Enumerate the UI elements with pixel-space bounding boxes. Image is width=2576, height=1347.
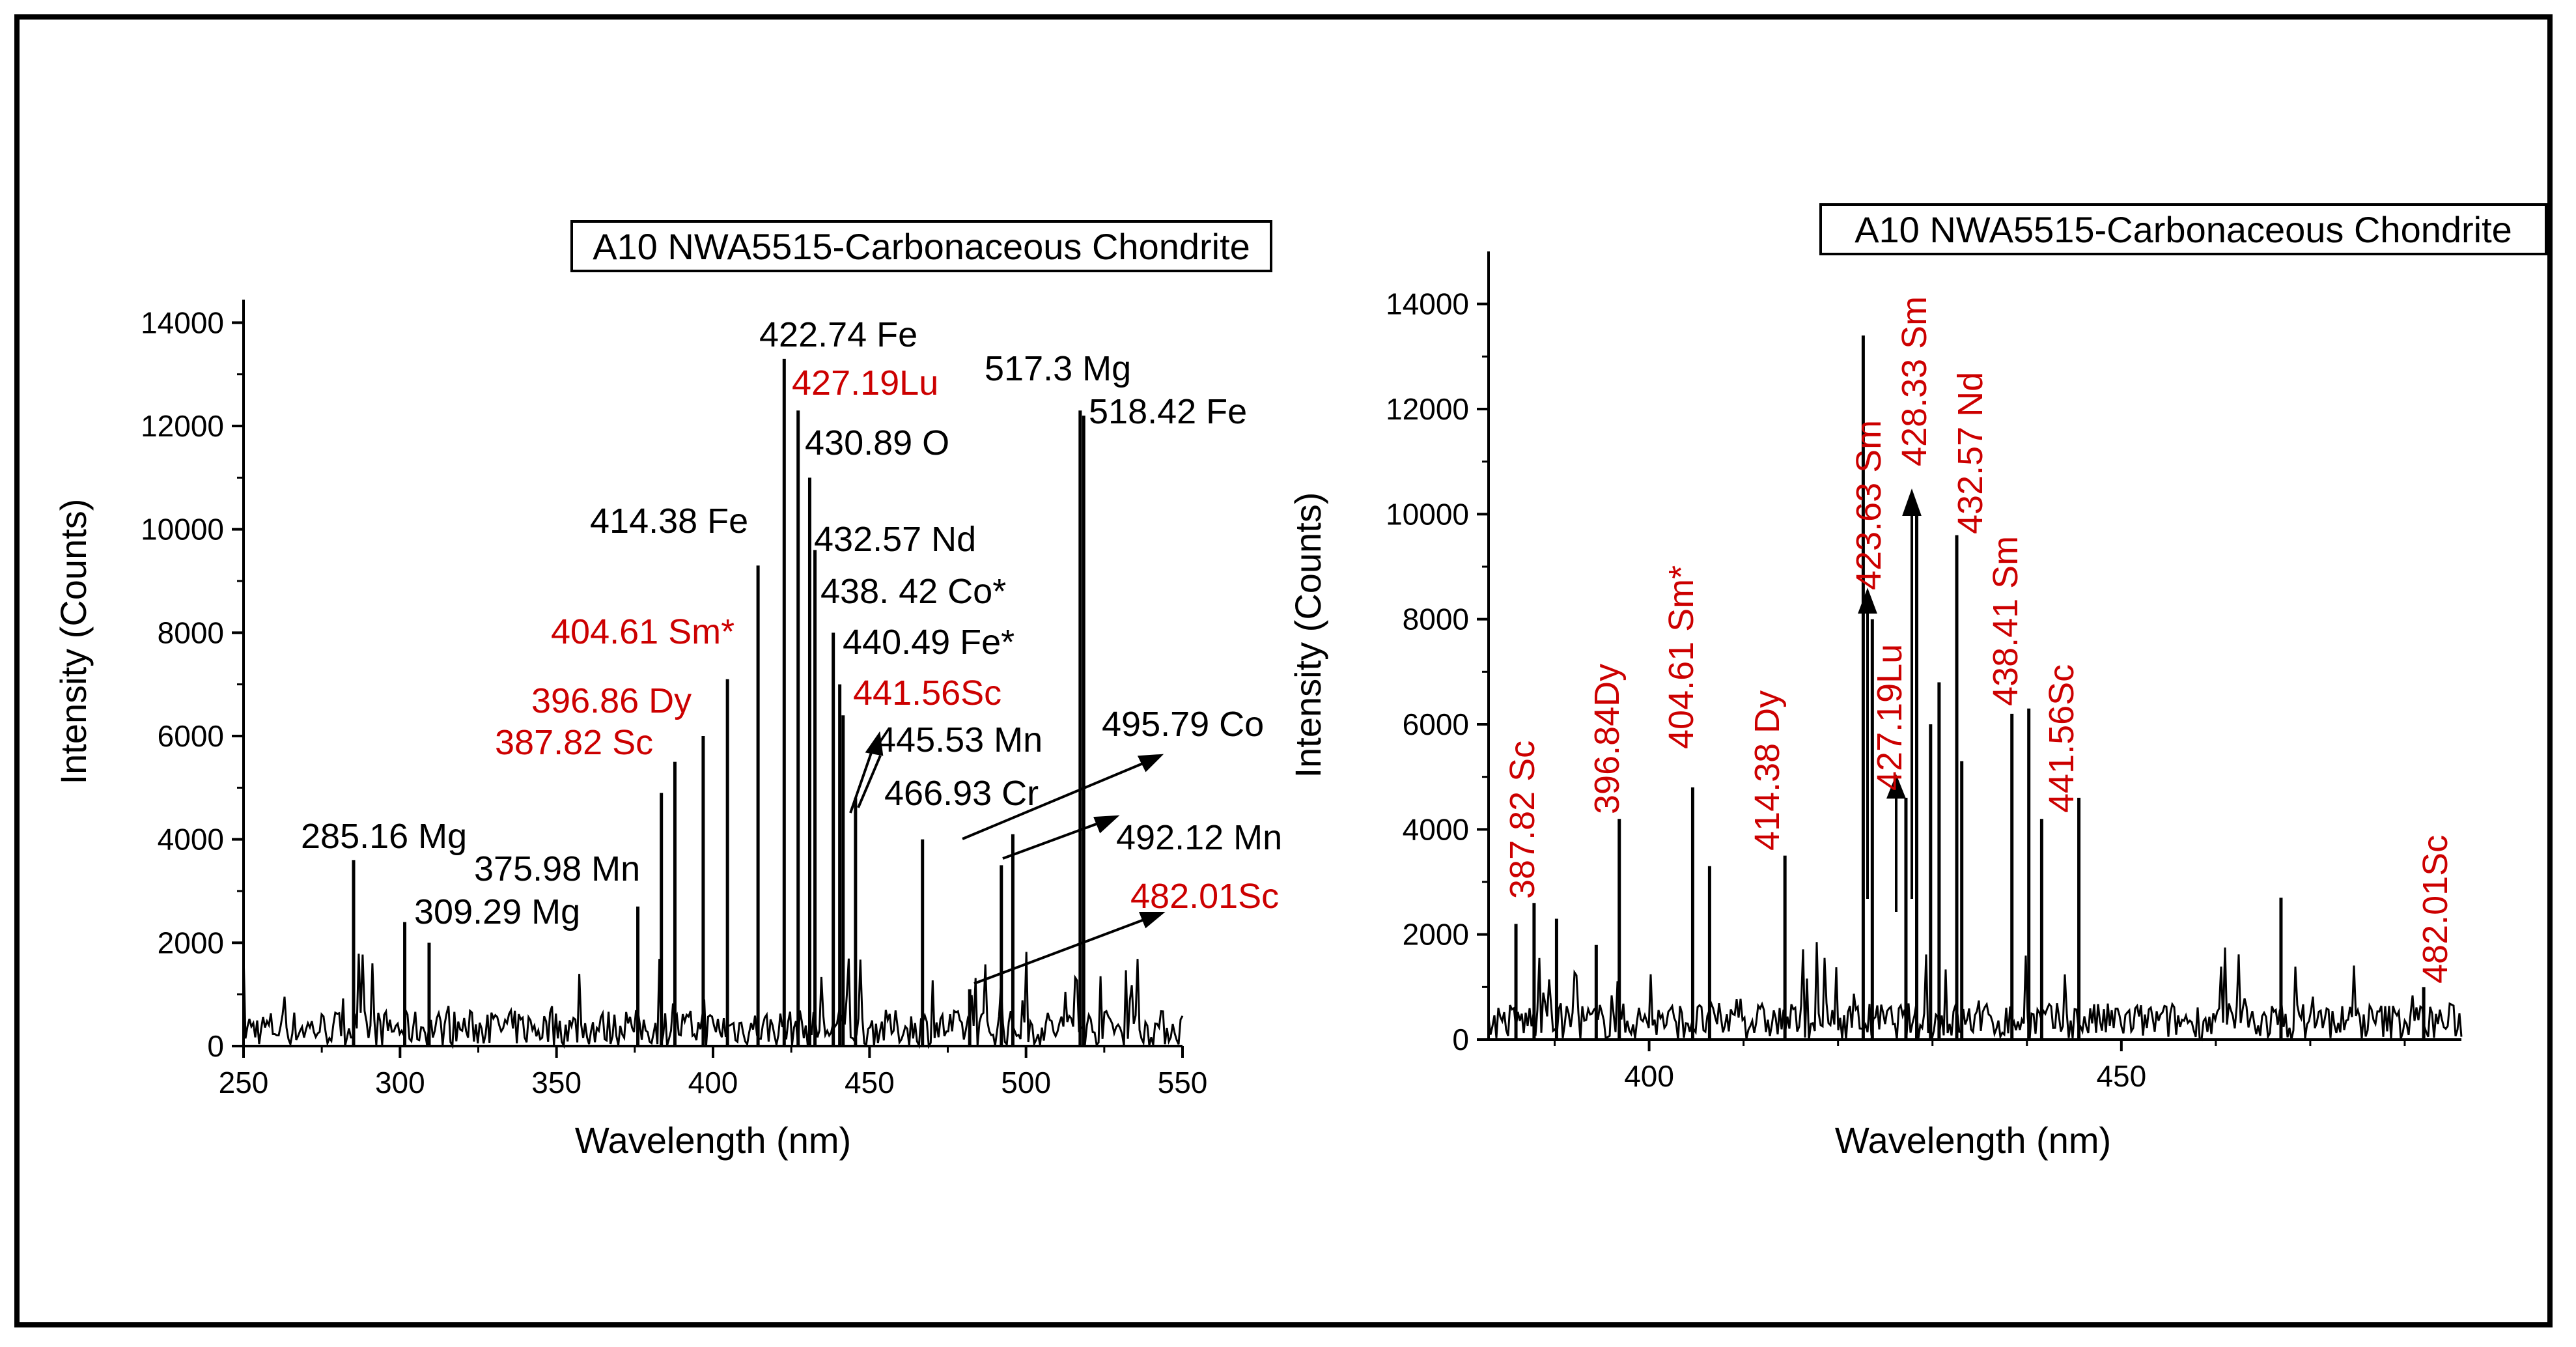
- annot-430-89-o: 430.89 O: [805, 423, 949, 462]
- annot-r-428-33-sm: 428.33 Sm: [1895, 296, 1934, 466]
- y-tick-label: 2000: [158, 926, 224, 959]
- right-x-axis-title: Wavelength (nm): [1835, 1120, 2111, 1161]
- left-spectrum-noise: [242, 952, 1184, 1049]
- y-tick-label: 2000: [1403, 918, 1469, 952]
- left-x-ticks: 250 300 350 400 450 500 550: [219, 1046, 1208, 1099]
- y-tick-label: 6000: [1403, 707, 1469, 741]
- left-y-axis-title: Intensity (Counts): [53, 499, 94, 785]
- right-chart-title: A10 NWA5515-Carbonaceous Chondrite: [1855, 209, 2512, 250]
- y-tick-label: 0: [1452, 1023, 1469, 1056]
- right-chart: A10 NWA5515-Carbonaceous Chondrite 0 2000…: [1287, 203, 2547, 1161]
- annot-441-56-sc: 441.56Sc: [853, 674, 1001, 713]
- y-tick-label: 10000: [141, 513, 224, 546]
- annot-396-86-dy: 396.86 Dy: [531, 681, 692, 720]
- left-chart: A10 NWA5515-Carbonaceous Chondrite 0 2000…: [53, 220, 1282, 1161]
- annot-482-01-sc: 482.01Sc: [1130, 877, 1279, 916]
- x-tick-label: 400: [688, 1066, 738, 1099]
- annot-466-93-cr: 466.93 Cr: [884, 774, 1039, 813]
- arrowhead: [1137, 754, 1164, 773]
- annot-432-57-nd: 432.57 Nd: [814, 520, 976, 559]
- annot-r-438-41-sm: 438.41 Sm: [1986, 536, 2025, 706]
- y-tick-label: 4000: [1403, 812, 1469, 846]
- right-title-box: [1819, 203, 2547, 255]
- annot-517-3-mg: 517.3 Mg: [985, 349, 1131, 388]
- arrowhead: [865, 731, 884, 756]
- x-tick-label: 350: [531, 1066, 581, 1099]
- annot-492-12-mn: 492.12 Mn: [1116, 818, 1282, 857]
- y-tick-label: 4000: [158, 823, 224, 857]
- right-spectrum-noise: [1487, 942, 2463, 1042]
- annot-375-98-mn: 375.98 Mn: [474, 849, 640, 888]
- arrowhead: [1093, 815, 1120, 834]
- left-x-axis-title: Wavelength (nm): [575, 1120, 851, 1161]
- arrow-445-53-mn-b: [857, 755, 882, 808]
- y-tick-label: 12000: [1386, 392, 1469, 426]
- arrowhead: [1902, 488, 1922, 516]
- annot-427-19-lu: 427.19Lu: [792, 363, 938, 403]
- right-annotation-arrows: [1858, 488, 1922, 912]
- spectrum-baseline: [1487, 942, 2463, 1042]
- left-annotation-arrows: [849, 731, 1166, 985]
- y-tick-label: 8000: [1403, 603, 1469, 636]
- arrow-495-79-co: [962, 761, 1147, 840]
- annot-r-404-61-sm: 404.61 Sm*: [1662, 565, 1701, 749]
- y-tick-label: 14000: [1386, 287, 1469, 321]
- annot-414-38-fe: 414.38 Fe: [590, 502, 748, 541]
- x-tick-label: 250: [219, 1066, 269, 1099]
- annot-404-61-sm: 404.61 Sm*: [551, 612, 735, 651]
- annot-r-432-57-nd: 432.57 Nd: [1951, 372, 1990, 534]
- left-title-box: [570, 220, 1272, 272]
- right-spectrum-peaks: [1514, 335, 2426, 1040]
- spectrum-baseline: [242, 952, 1184, 1049]
- annot-r-414-38-dy: 414.38 Dy: [1748, 690, 1787, 851]
- x-tick-label: 450: [2096, 1059, 2146, 1093]
- left-spectrum-peaks: [352, 358, 1085, 1046]
- annot-r-396-84-dy: 396.84Dy: [1588, 664, 1627, 814]
- arrowhead: [1139, 912, 1166, 929]
- y-tick-label: 8000: [158, 616, 224, 649]
- annot-438-42-co: 438. 42 Co*: [820, 572, 1006, 611]
- annot-r-441-56-sc: 441.56Sc: [2042, 664, 2081, 813]
- arrow-492-12-mn: [1002, 821, 1102, 860]
- annot-445-53-mn: 445.53 Mn: [876, 720, 1043, 759]
- left-annotations: 285.16 Mg 375.98 Mn 309.29 Mg 387.82 Sc …: [301, 315, 1282, 931]
- annot-518-42-fe: 518.42 Fe: [1089, 392, 1247, 431]
- annot-309-29-mg: 309.29 Mg: [414, 892, 580, 931]
- arrowhead: [1858, 588, 1877, 614]
- left-y-ticks: 0 2000 4000 6000 8000 10000 12000 14000: [141, 305, 244, 1063]
- y-tick-label: 10000: [1386, 497, 1469, 531]
- y-tick-label: 6000: [158, 719, 224, 753]
- arrowhead: [1886, 774, 1906, 799]
- annot-r-427-19-lu: 427.19Lu: [1870, 644, 1909, 791]
- arrow-445-53-mn: [849, 748, 874, 814]
- annot-r-423-63-sm: 423.63 Sm: [1849, 420, 1888, 590]
- right-y-axis-title: Intensity (Counts): [1287, 492, 1328, 778]
- annot-285-16-mg: 285.16 Mg: [301, 817, 467, 856]
- right-annotations: 387.82 Sc 396.84Dy 404.61 Sm* 414.38 Dy …: [1503, 296, 2455, 984]
- annot-387-82-sc: 387.82 Sc: [495, 723, 653, 762]
- y-tick-label: 12000: [141, 409, 224, 443]
- right-y-ticks: 0 2000 4000 6000 8000 10000 12000 14000: [1386, 287, 1489, 1056]
- annot-495-79-co: 495.79 Co: [1102, 705, 1264, 744]
- right-x-ticks: 400 450: [1554, 1040, 2406, 1093]
- annot-r-482-01-sc: 482.01Sc: [2416, 835, 2455, 984]
- annot-r-387-82-sc: 387.82 Sc: [1503, 741, 1542, 899]
- annot-440-49-fe: 440.49 Fe*: [843, 623, 1015, 662]
- y-tick-label: 14000: [141, 305, 224, 339]
- x-tick-label: 450: [845, 1066, 895, 1099]
- x-tick-label: 500: [1001, 1066, 1051, 1099]
- annot-422-74-fe: 422.74 Fe: [759, 315, 917, 354]
- y-tick-label: 0: [207, 1029, 224, 1063]
- x-tick-label: 300: [375, 1066, 425, 1099]
- x-tick-label: 400: [1624, 1059, 1674, 1093]
- x-tick-label: 550: [1158, 1066, 1208, 1099]
- left-chart-title: A10 NWA5515-Carbonaceous Chondrite: [593, 226, 1250, 267]
- arrow-482-01-sc: [973, 917, 1148, 985]
